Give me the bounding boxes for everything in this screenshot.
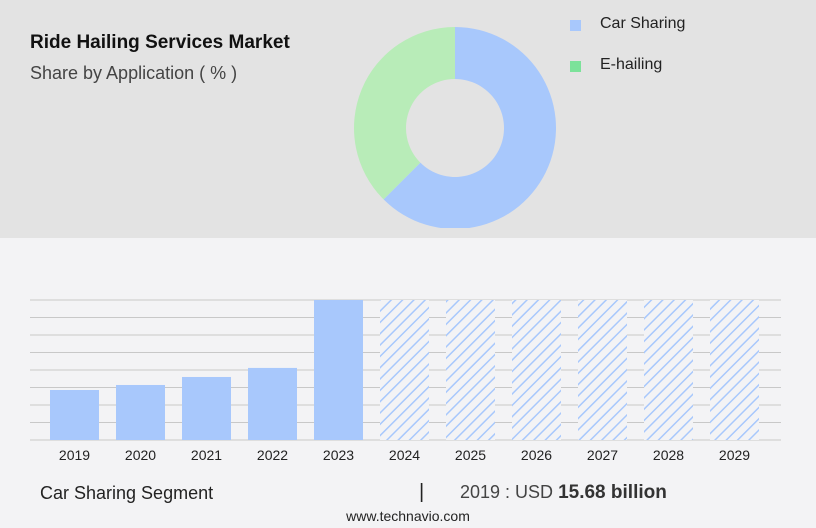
bar-2026 bbox=[512, 300, 561, 440]
x-tick-label: 2023 bbox=[323, 447, 354, 463]
donut-slice-car-sharing bbox=[383, 27, 556, 228]
source-url: www.technavio.com bbox=[346, 508, 470, 524]
bar-2023 bbox=[314, 300, 363, 440]
bar-2029 bbox=[710, 300, 759, 440]
donut-slice-e-hailing bbox=[353, 27, 455, 200]
x-tick-label: 2020 bbox=[125, 447, 156, 463]
x-tick-label: 2027 bbox=[587, 447, 618, 463]
x-tick-label: 2028 bbox=[653, 447, 684, 463]
x-tick-label: 2022 bbox=[257, 447, 288, 463]
bar-2028 bbox=[644, 300, 693, 440]
x-tick-label: 2026 bbox=[521, 447, 552, 463]
legend-swatch-e-hailing bbox=[570, 61, 581, 72]
footer-separator: | bbox=[419, 481, 425, 503]
legend-swatch-car-sharing bbox=[570, 20, 581, 31]
bar-2027 bbox=[578, 300, 627, 440]
bar-2020 bbox=[116, 384, 165, 440]
x-tick-label: 2029 bbox=[719, 447, 750, 463]
legend-car-sharing: Car Sharing bbox=[570, 15, 770, 37]
legend-label: Car Sharing bbox=[600, 15, 686, 32]
x-tick-label: 2021 bbox=[191, 447, 222, 463]
x-tick-label: 2019 bbox=[59, 447, 90, 463]
x-tick-label: 2025 bbox=[455, 447, 486, 463]
segment-value: 2019 : USD 15.68 billion bbox=[460, 482, 667, 504]
bar-2024 bbox=[380, 300, 429, 440]
chart-subtitle: Share by Application ( % ) bbox=[30, 63, 238, 83]
legend-e-hailing: E-hailing bbox=[570, 56, 770, 78]
value-amount: 15.68 billion bbox=[558, 482, 667, 503]
bar-2022 bbox=[248, 367, 297, 440]
value-prefix: 2019 : USD bbox=[460, 482, 554, 502]
bar-2019 bbox=[50, 389, 99, 440]
bar-2025 bbox=[446, 300, 495, 440]
segment-label: Car Sharing Segment bbox=[40, 483, 214, 503]
chart-title: Ride Hailing Services Market bbox=[30, 32, 290, 53]
bar-2021 bbox=[182, 376, 231, 440]
legend-label: E-hailing bbox=[600, 56, 663, 73]
x-tick-label: 2024 bbox=[389, 447, 420, 463]
